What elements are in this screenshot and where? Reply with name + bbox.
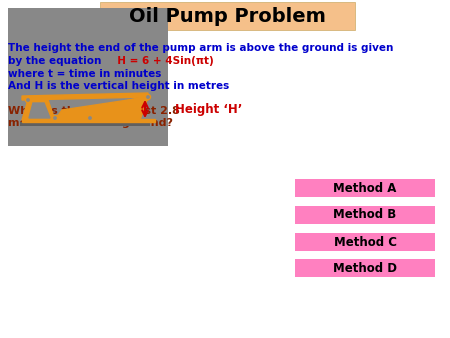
Circle shape	[89, 117, 91, 119]
FancyBboxPatch shape	[295, 259, 435, 277]
Text: And H is the vertical height in metres: And H is the vertical height in metres	[8, 81, 229, 91]
Circle shape	[54, 117, 56, 119]
Polygon shape	[22, 119, 155, 122]
FancyBboxPatch shape	[295, 179, 435, 197]
Circle shape	[145, 95, 150, 99]
Polygon shape	[28, 96, 36, 118]
Polygon shape	[22, 93, 148, 100]
FancyBboxPatch shape	[295, 233, 435, 251]
FancyBboxPatch shape	[20, 122, 150, 126]
Text: The height the end of the pump arm is above the ground is given: The height the end of the pump arm is ab…	[8, 43, 393, 53]
Polygon shape	[55, 97, 148, 120]
Polygon shape	[55, 96, 148, 120]
Polygon shape	[22, 100, 55, 120]
Circle shape	[53, 116, 58, 121]
Circle shape	[147, 96, 149, 98]
Polygon shape	[85, 94, 148, 120]
Text: When is the height first 2.8: When is the height first 2.8	[8, 106, 180, 116]
Text: H = 6 + 4Sin(πt): H = 6 + 4Sin(πt)	[110, 56, 214, 66]
Text: Method D: Method D	[333, 262, 397, 274]
Text: Method C: Method C	[333, 236, 396, 248]
Text: by the equation: by the equation	[8, 56, 101, 66]
Text: Height ‘H’: Height ‘H’	[175, 103, 243, 117]
Text: Method A: Method A	[333, 182, 397, 194]
Text: Oil Pump Problem: Oil Pump Problem	[129, 6, 326, 25]
Bar	[8, 8, 168, 146]
Circle shape	[27, 99, 29, 101]
Text: where t = time in minutes: where t = time in minutes	[8, 69, 162, 79]
Polygon shape	[29, 103, 50, 118]
Circle shape	[26, 97, 31, 102]
Text: metres above the ground?: metres above the ground?	[8, 118, 173, 128]
FancyBboxPatch shape	[295, 206, 435, 224]
Circle shape	[87, 116, 93, 121]
FancyBboxPatch shape	[100, 2, 355, 30]
Text: Method B: Method B	[333, 209, 396, 221]
